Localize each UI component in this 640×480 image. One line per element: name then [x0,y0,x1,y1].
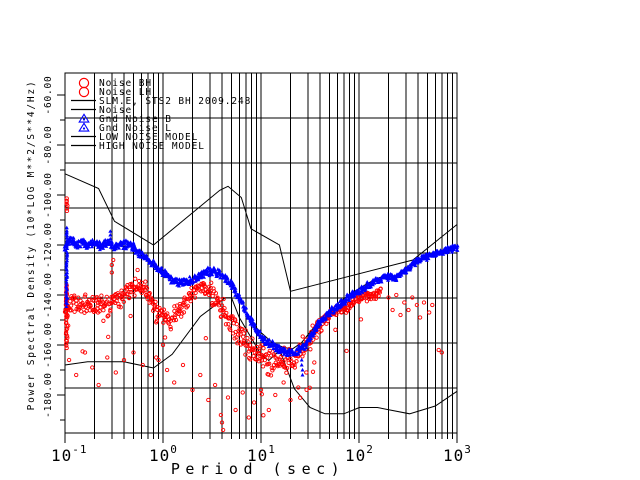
y-tick-label: -140.00 [43,272,54,318]
y-tick-label: -160.00 [43,322,54,368]
y-tick-label: -180.00 [43,372,54,418]
legend-triangle-marker [78,113,90,123]
legend-triangle-dot [82,118,86,121]
legend-entry-label: Noise BH [99,78,152,89]
series-gnd-noise-blue [62,225,460,377]
x-tick-label: 102 [345,443,374,465]
x-tick-label: 10-1 [51,443,88,465]
legend-circle-marker [78,86,90,98]
axis-labels: -60.00 -80.00 -100.00 -120.00 -140.00 -160.00… [26,75,472,478]
legend-circle-marker [78,77,90,89]
series-noise-red [62,196,444,433]
legend-entry-label: Gnd Noise L [99,123,172,134]
x-tick-label: 100 [149,443,178,465]
y-tick-label: -60.00 [43,75,54,114]
y-tick-label: -80.00 [43,125,54,164]
y-tick-label: -100.00 [43,172,54,218]
x-tick-label: 103 [443,443,472,465]
legend-entry-label: Noise LH [99,87,152,98]
axis-ticks [57,94,458,443]
legend-entry-label: LOW NOISE MODEL [99,132,198,143]
low-noise-model-line [64,297,458,415]
legend-triangle-dot [82,127,86,130]
legend-triangle-marker [78,122,90,132]
y-axis-label: Power Spectral Density (10*LOG M**2/S**4… [26,80,37,411]
legend-entry-label: SLM.E, STS2 BH 2009.248 [99,96,251,107]
legend-entry-label: Gnd Noise B [99,114,172,125]
x-tick-label: 101 [247,443,276,465]
y-tick-label: -120.00 [43,222,54,268]
high-noise-model-line [64,173,458,292]
x-axis-label: Period (sec) [171,460,345,478]
legend-entry-label: HIGH NOISE MODEL [99,141,205,152]
legend-entry-label: Noise [99,105,132,116]
